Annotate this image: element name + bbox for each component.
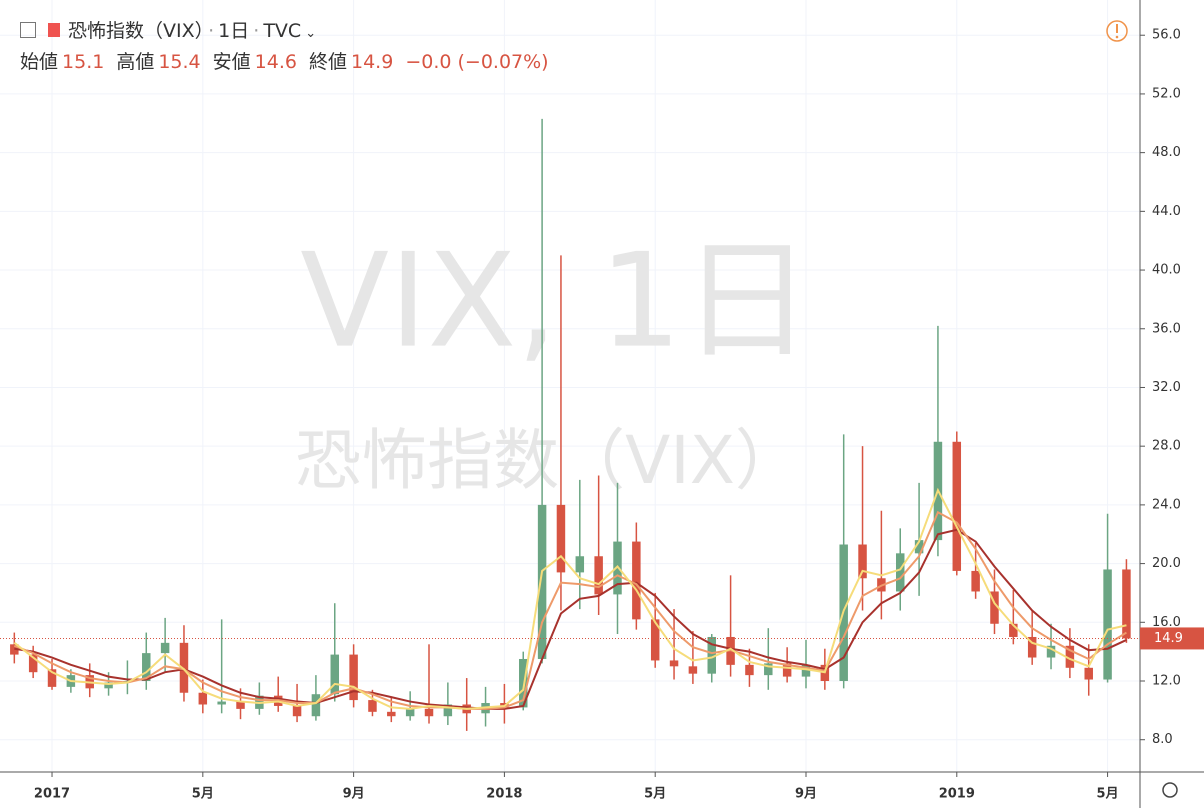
- watermark: VIX, 1日: [300, 225, 812, 377]
- candle-body: [1084, 667, 1093, 680]
- x-tick-label: 9月: [343, 787, 365, 802]
- y-tick-label: 36.0: [1152, 321, 1181, 336]
- candle-body: [669, 660, 679, 667]
- candle-body: [1046, 645, 1056, 658]
- candle-body: [424, 708, 434, 717]
- ohlc-value: 15.4: [158, 51, 201, 73]
- candle-body: [650, 619, 660, 661]
- candle-body: [801, 664, 811, 677]
- candle-body: [292, 705, 302, 717]
- moving-average: [13, 510, 1127, 710]
- candle-body: [519, 658, 528, 708]
- x-tick-label: 2017: [34, 787, 70, 802]
- candle-body: [311, 694, 321, 717]
- moving-average: [13, 487, 1127, 710]
- candle-body: [104, 682, 113, 689]
- candle-body: [914, 540, 924, 554]
- ohlc-value: 14.6: [254, 51, 297, 73]
- x-tick-label: 9月: [795, 787, 817, 802]
- alert-icon[interactable]: [1106, 20, 1128, 42]
- x-tick-label: 2019: [939, 787, 975, 802]
- candle-body: [594, 556, 603, 595]
- y-tick-label: 48.0: [1152, 145, 1181, 160]
- candle-body: [537, 504, 547, 659]
- candle-body: [745, 664, 754, 676]
- flag-icon[interactable]: [48, 23, 60, 37]
- y-tick-label: 32.0: [1152, 380, 1181, 395]
- ohlc-label: 高値: [116, 51, 155, 73]
- interval[interactable]: 1日: [218, 20, 250, 42]
- candle-body: [1103, 569, 1112, 680]
- candle-body: [28, 654, 38, 673]
- candle-body: [47, 669, 57, 687]
- candle-body: [707, 636, 716, 674]
- settings-icon[interactable]: [1162, 782, 1178, 798]
- watermark: 恐怖指数（VIX）: [295, 422, 801, 499]
- candle-body: [330, 654, 340, 695]
- candle-body: [217, 701, 226, 705]
- ohlc-label: 終値: [308, 51, 347, 73]
- expand-button[interactable]: [20, 22, 36, 38]
- symbol-title: 恐怖指数（VIX）: [68, 20, 205, 42]
- x-tick-label: 5月: [644, 787, 666, 802]
- candle-body: [858, 544, 867, 579]
- y-tick-label: 24.0: [1152, 497, 1181, 512]
- price-label: 14.9: [1154, 631, 1183, 646]
- moving-average: [14, 528, 1127, 710]
- y-tick-label: 44.0: [1152, 204, 1181, 219]
- change: −0.0 (−0.07%): [405, 51, 549, 73]
- header: 恐怖指数（VIX） · 1日 · TVC ⌄: [20, 16, 320, 43]
- x-tick-label: 5月: [192, 787, 214, 802]
- candle-body: [764, 663, 773, 676]
- candle-body: [387, 711, 396, 717]
- y-tick-label: 52.0: [1152, 86, 1181, 101]
- alert-icon: [1115, 35, 1119, 39]
- candle-body: [1065, 645, 1075, 668]
- ohlc-row: 始値 15.1 高値 15.4 安値 14.6 終値 14.9 −0.0 (−0.07%): [20, 47, 561, 74]
- candle-body: [632, 541, 641, 620]
- ohlc-value: 14.9: [351, 51, 394, 73]
- candle-body: [1122, 569, 1131, 639]
- ohlc-label: 安値: [212, 51, 251, 73]
- ohlc-value: 15.1: [62, 51, 105, 73]
- price-label-box: [1140, 627, 1204, 650]
- y-tick-label: 40.0: [1152, 263, 1181, 278]
- y-tick-label: 16.0: [1152, 615, 1181, 630]
- candle-body: [895, 553, 905, 592]
- ohlc-label: 始値: [20, 51, 59, 73]
- candle-body: [198, 692, 208, 705]
- y-tick-label: 12.0: [1152, 674, 1181, 689]
- y-tick-label: 20.0: [1152, 556, 1181, 571]
- candle-body: [971, 570, 980, 592]
- y-tick-label: 8.0: [1152, 732, 1173, 747]
- candle-body: [556, 504, 566, 573]
- x-tick-label: 5月: [1097, 787, 1119, 802]
- y-tick-label: 28.0: [1152, 439, 1181, 454]
- candle-body: [368, 700, 377, 712]
- y-tick-label: 56.0: [1152, 28, 1181, 43]
- candle-body: [688, 666, 698, 674]
- exchange[interactable]: TVC: [263, 20, 302, 42]
- candle-body: [443, 704, 453, 717]
- candle-body: [952, 441, 962, 571]
- candle-body: [236, 701, 245, 709]
- x-tick-label: 2018: [486, 787, 522, 802]
- candle-body: [405, 708, 415, 717]
- candle-body: [160, 642, 170, 654]
- candle-body: [142, 653, 151, 682]
- candle-body: [575, 556, 585, 573]
- candle-body: [1009, 623, 1018, 637]
- candle-body: [1027, 636, 1037, 658]
- candle-body: [179, 642, 189, 693]
- candle-body: [990, 591, 999, 624]
- candle-body: [349, 654, 358, 701]
- candle-body: [782, 663, 792, 677]
